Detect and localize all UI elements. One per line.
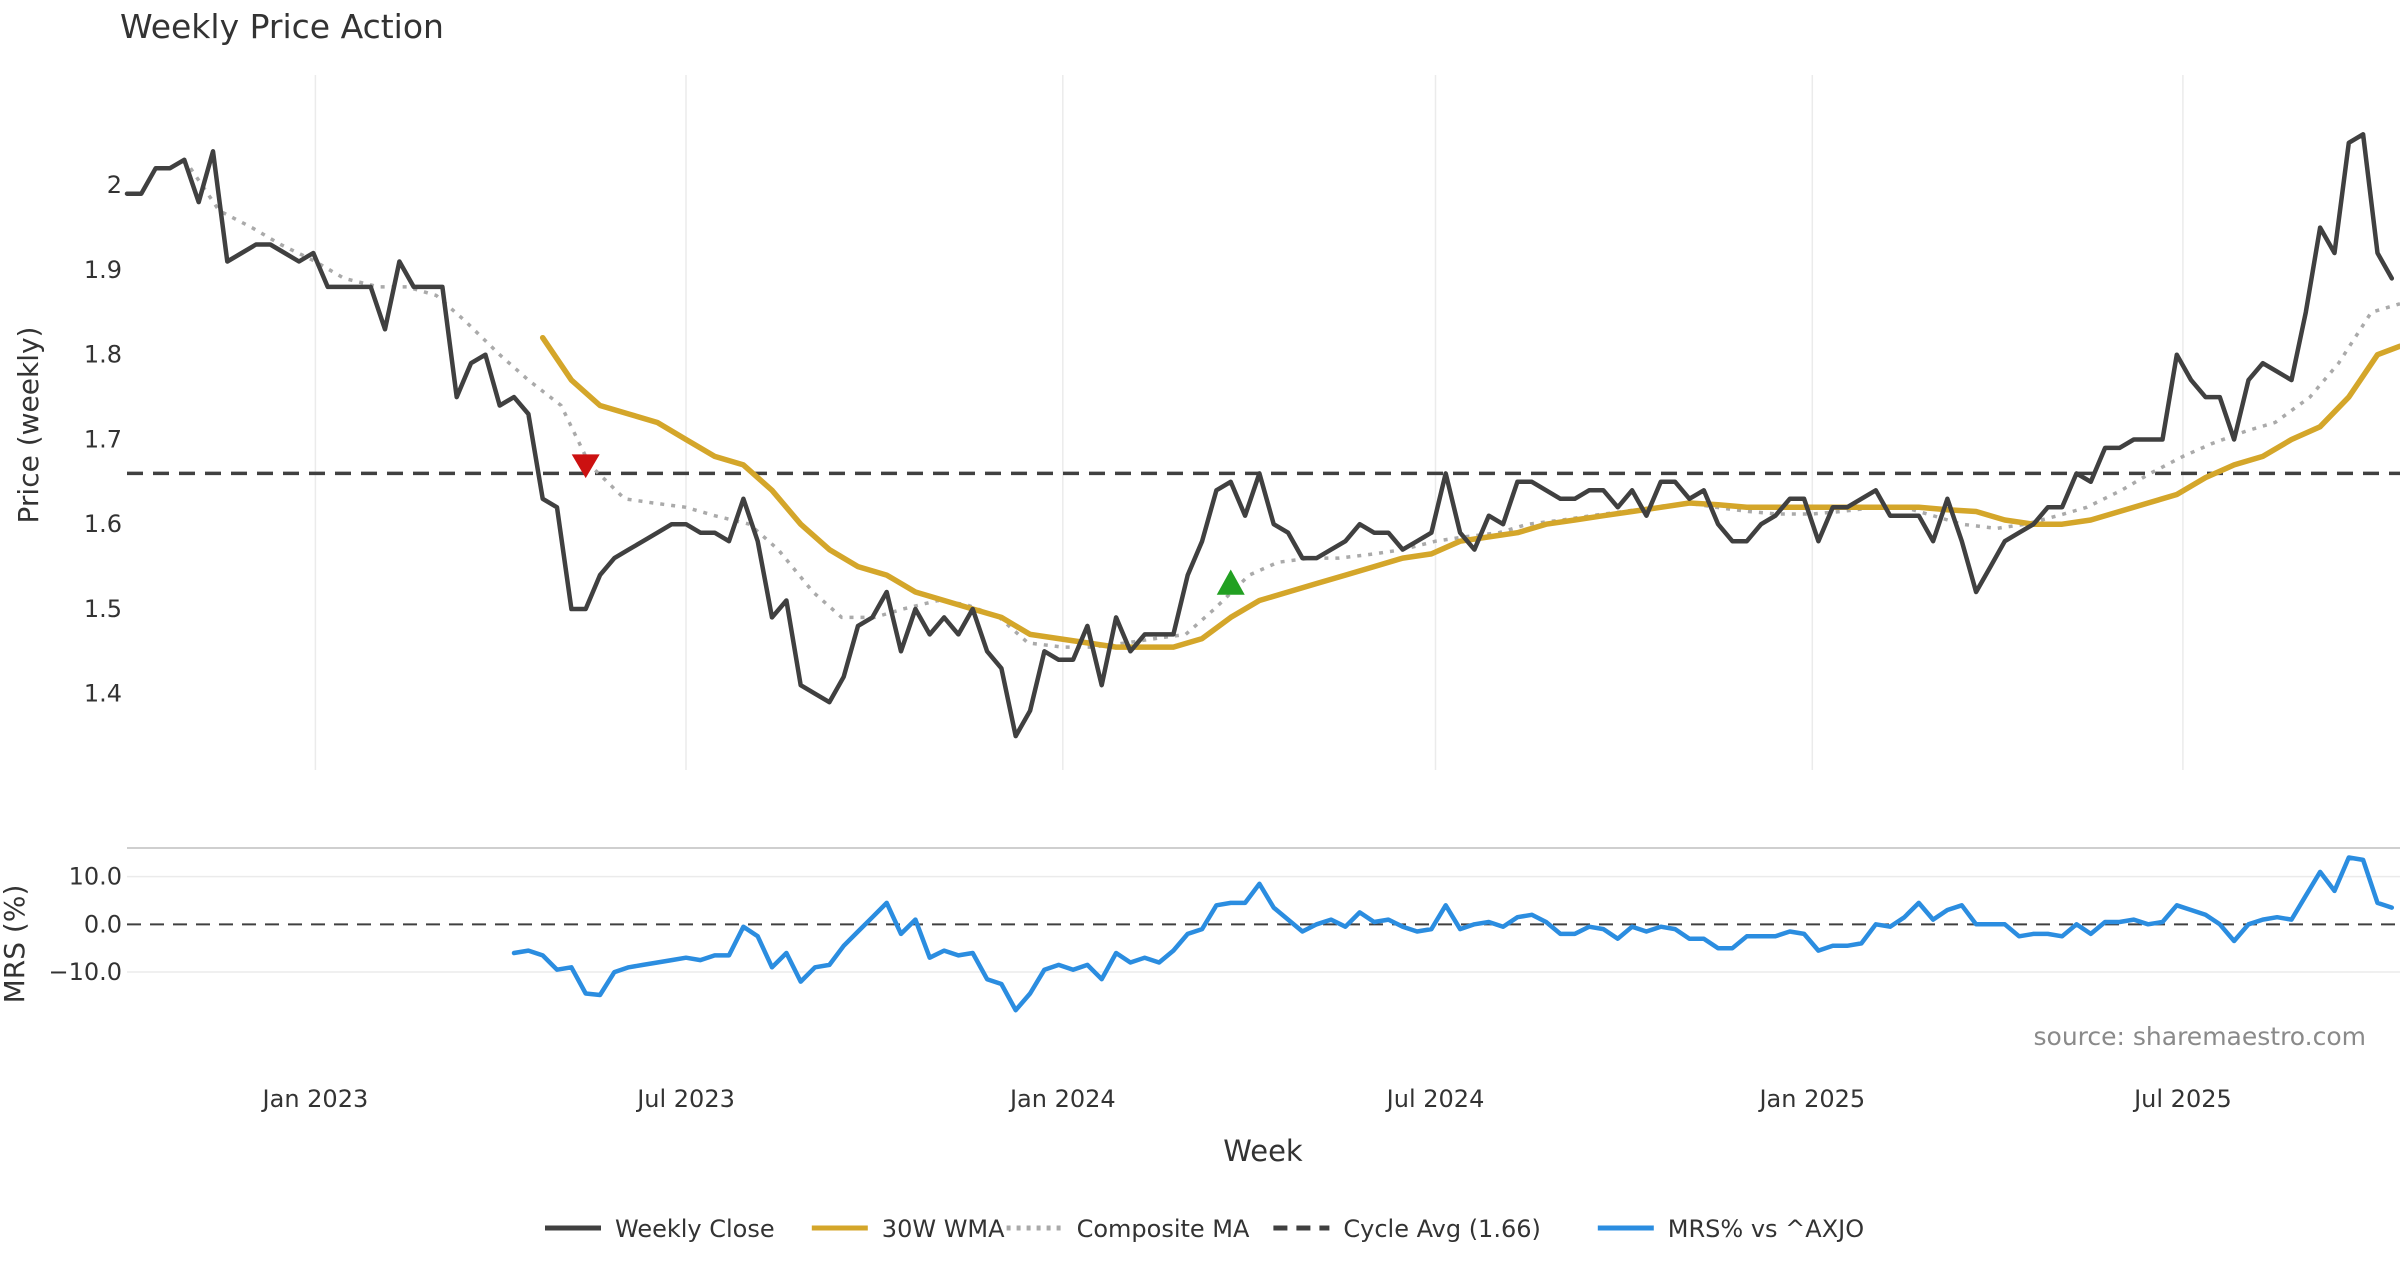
price-y-tick-label: 1.6 xyxy=(84,510,122,538)
mrs-y-tick-label: −10.0 xyxy=(48,958,122,986)
series-line-mrs-vs-axjo xyxy=(514,858,2392,1011)
x-tick-label: Jul 2023 xyxy=(635,1085,735,1113)
mrs-y-tick-label: 0.0 xyxy=(84,910,122,938)
price-y-tick-label: 1.9 xyxy=(84,256,122,284)
x-tick-label: Jul 2025 xyxy=(2132,1085,2232,1113)
price-y-tick-label: 1.4 xyxy=(84,680,122,708)
price-y-ticks: 1.4 1.5 1.6 1.7 1.8 1.9 2 xyxy=(84,171,122,708)
mrs-series-group xyxy=(514,858,2392,1011)
legend-label-composite-ma: Composite MA xyxy=(1077,1215,1250,1243)
buy-signal-marker xyxy=(1217,570,1245,595)
x-tick-label: Jan 2025 xyxy=(1757,1085,1865,1113)
x-tick-label: Jul 2024 xyxy=(1385,1085,1485,1113)
price-y-tick-label: 2 xyxy=(107,171,122,199)
legend: Weekly Close 30W WMA Composite MA Cycle Avg… xyxy=(545,1215,1864,1243)
price-grid xyxy=(127,75,2400,770)
x-tick-label: Jan 2023 xyxy=(261,1085,369,1113)
x-ticks: Jan 2023 Jul 2023 Jan 2024 Jul 2024 Jan 2025… xyxy=(261,1085,2232,1113)
series-line-weekly-close xyxy=(127,134,2392,736)
mrs-y-axis-label: MRS (%) xyxy=(0,885,31,1004)
price-y-tick-label: 1.8 xyxy=(84,341,122,369)
price-y-axis-label: Price (weekly) xyxy=(12,327,45,524)
chart-title: Weekly Price Action xyxy=(120,7,444,46)
legend-label-cycle-avg-1-66: Cycle Avg (1.66) xyxy=(1343,1215,1540,1243)
x-axis-label: Week xyxy=(1223,1134,1303,1168)
mrs-y-ticks: 10.0 0.0 −10.0 xyxy=(48,863,122,986)
price-y-tick-label: 1.5 xyxy=(84,595,122,623)
source-label: source: sharemaestro.com xyxy=(2034,1022,2367,1051)
legend-label-30w-wma: 30W WMA xyxy=(882,1215,1005,1243)
legend-label-mrs-vs-axjo: MRS% vs ^AXJO xyxy=(1668,1215,1864,1243)
legend-label-weekly-close: Weekly Close xyxy=(615,1215,775,1243)
mrs-grid xyxy=(127,848,2400,972)
price-series-group xyxy=(127,134,2400,736)
x-tick-label: Jan 2024 xyxy=(1008,1085,1116,1113)
price-y-tick-label: 1.7 xyxy=(84,425,122,453)
mrs-y-tick-label: 10.0 xyxy=(69,863,122,891)
series-line-30w-wma xyxy=(543,338,2400,647)
